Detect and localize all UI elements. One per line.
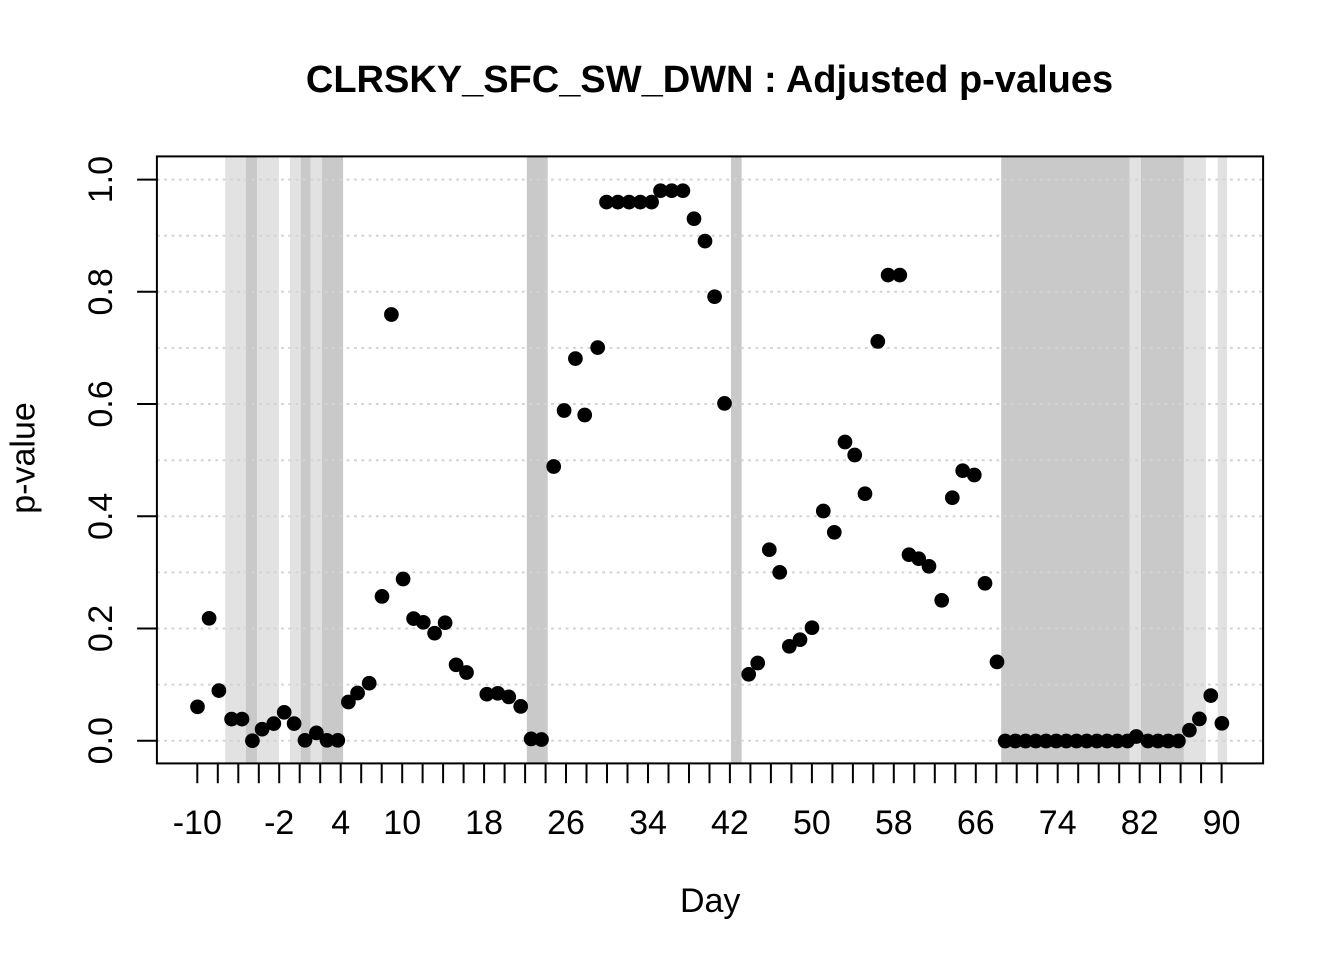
svg-text:4: 4	[331, 804, 350, 842]
svg-text:50: 50	[793, 804, 831, 842]
svg-text:26: 26	[547, 804, 585, 842]
svg-text:34: 34	[629, 804, 667, 842]
svg-text:0.2: 0.2	[82, 605, 120, 652]
svg-text:42: 42	[711, 804, 749, 842]
svg-text:0.6: 0.6	[82, 380, 120, 427]
svg-text:66: 66	[957, 804, 995, 842]
svg-text:CLRSKY_SFC_SW_DWN : Adjusted p: CLRSKY_SFC_SW_DWN : Adjusted p-values	[306, 59, 1113, 101]
svg-text:0.0: 0.0	[82, 717, 120, 764]
svg-text:18: 18	[465, 804, 503, 842]
svg-text:0.8: 0.8	[82, 268, 120, 315]
svg-text:58: 58	[875, 804, 913, 842]
svg-text:90: 90	[1203, 804, 1241, 842]
svg-text:74: 74	[1039, 804, 1077, 842]
svg-text:10: 10	[383, 804, 421, 842]
svg-text:p-value: p-value	[5, 402, 43, 514]
svg-text:82: 82	[1121, 804, 1159, 842]
svg-text:0.4: 0.4	[82, 493, 120, 540]
svg-text:1.0: 1.0	[82, 156, 120, 203]
svg-text:Day: Day	[680, 882, 740, 920]
svg-text:-2: -2	[264, 804, 294, 842]
svg-text:-10: -10	[173, 804, 222, 842]
